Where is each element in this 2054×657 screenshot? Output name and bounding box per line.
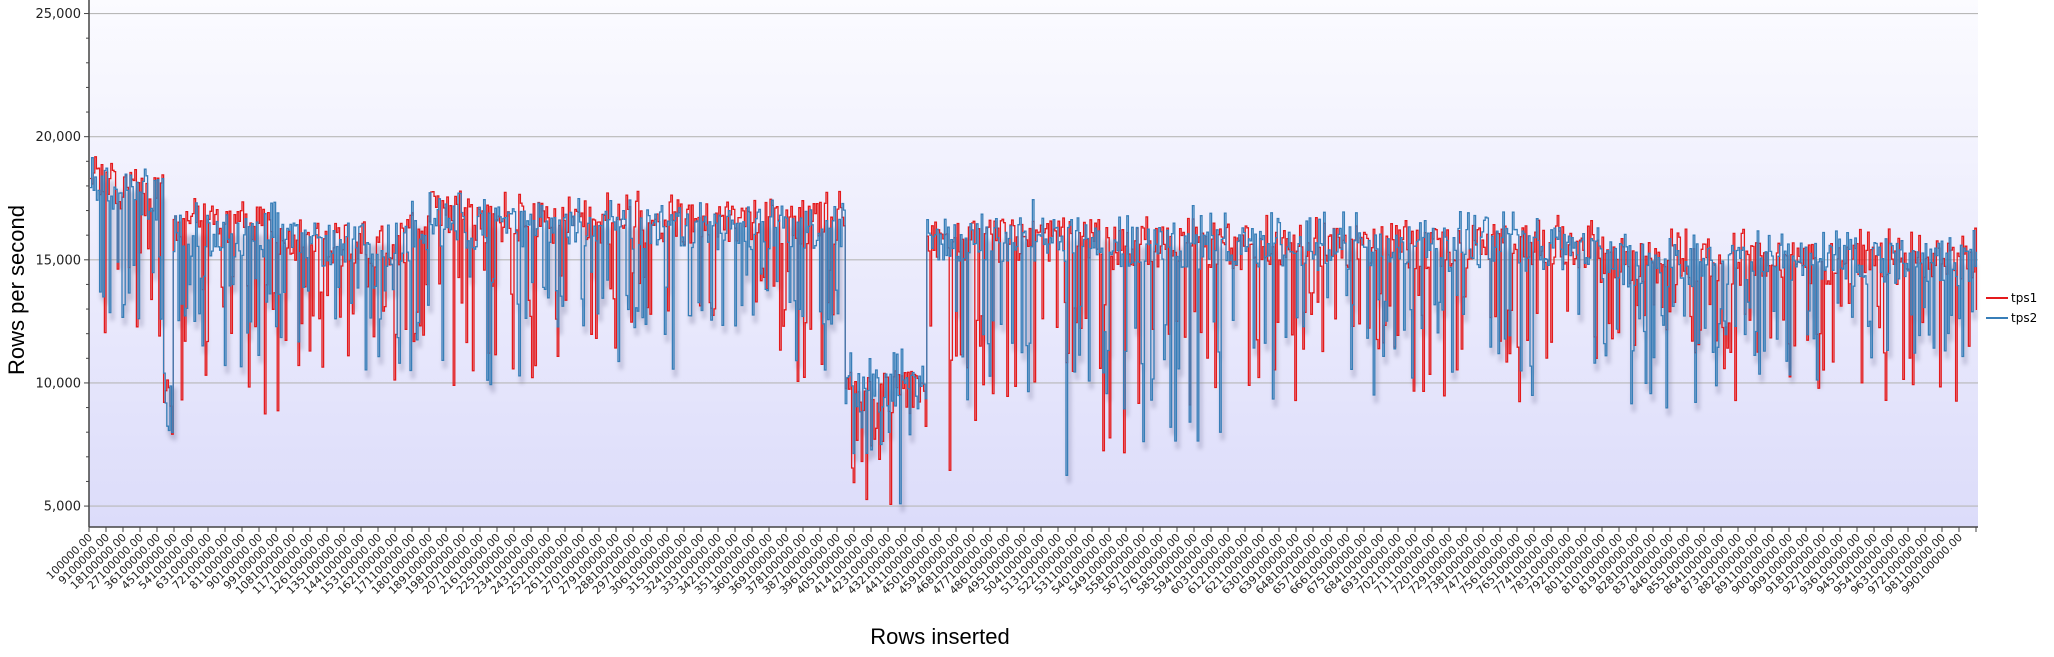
legend-swatch-tps1	[1986, 297, 2008, 299]
x-axis-ticks: 100000.009100000.0018100000.0027100000.0…	[44, 527, 1977, 597]
legend-label: tps2	[2011, 311, 2038, 325]
y-tick-label: 20,000	[36, 130, 82, 145]
y-axis-title: Rows per second	[4, 205, 29, 375]
y-tick-label: 10,000	[36, 376, 82, 391]
legend-label: tps1	[2011, 291, 2038, 305]
series-tps2	[90, 157, 1978, 505]
y-tick-label: 25,000	[36, 7, 82, 22]
series-tps1	[90, 156, 1978, 506]
legend: tps1 tps2	[1986, 288, 2052, 328]
series-line-tps1	[90, 156, 1978, 506]
y-tick-label: 15,000	[36, 253, 82, 268]
legend-item-tps2: tps2	[1986, 308, 2052, 328]
legend-item-tps1: tps1	[1986, 288, 2052, 308]
y-tick-label: 5,000	[44, 500, 81, 515]
x-axis-title: Rows inserted	[870, 624, 1009, 649]
series-line-tps2	[90, 157, 1978, 505]
y-axis-ticks: 5,000 10,000 15,000 20,000 25,000	[36, 7, 89, 515]
legend-swatch-tps2	[1986, 317, 2008, 319]
